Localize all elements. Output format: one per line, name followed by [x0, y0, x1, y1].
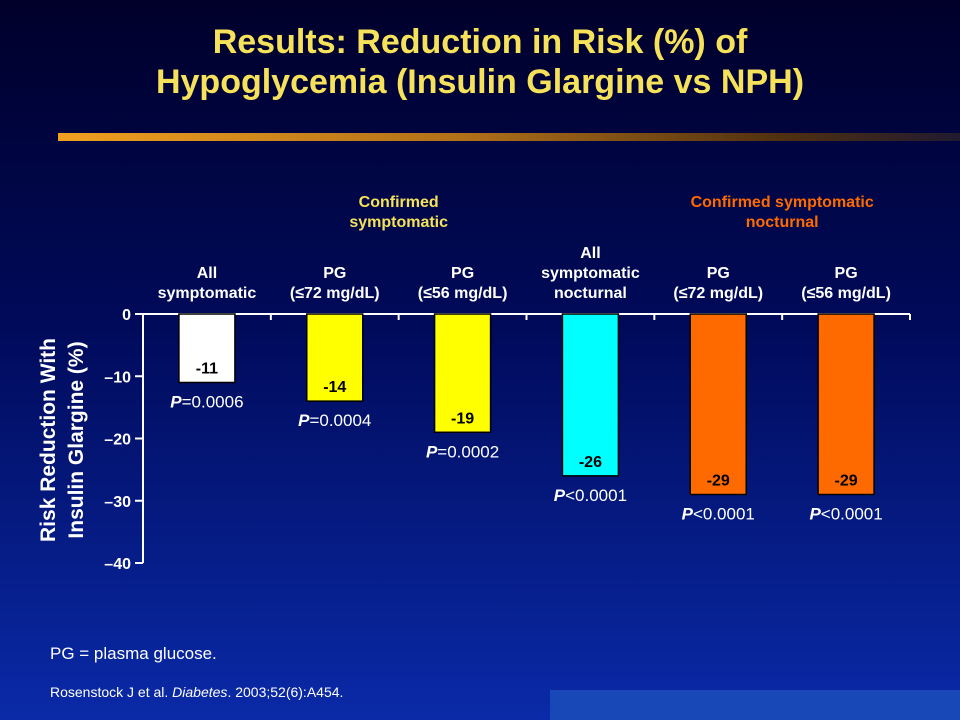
bar-value-label: -29 — [707, 473, 730, 490]
category-label: (≤56 mg/dL) — [801, 285, 891, 302]
group-label: Confirmed — [359, 194, 439, 211]
p-letter: P — [170, 392, 182, 411]
bar-value-label: -26 — [579, 454, 602, 471]
y-axis-label: Risk Reduction With — [37, 338, 60, 542]
category-label: (≤72 mg/dL) — [290, 285, 380, 302]
citation-journal: Diabetes — [172, 684, 228, 700]
footnote: PG = plasma glucose. — [50, 644, 217, 663]
p-value: <0.0001 — [565, 486, 627, 505]
bar — [178, 313, 236, 384]
group-label: symptomatic — [349, 214, 448, 231]
bar-value-label: -19 — [451, 410, 474, 427]
category-label: symptomatic — [541, 265, 640, 282]
category-label: nocturnal — [554, 285, 627, 302]
p-value: <0.0001 — [821, 505, 883, 524]
y-tick-label: –10 — [104, 369, 131, 386]
citation-details: . 2003;52(6):A454. — [227, 684, 344, 700]
y-tick-label: –30 — [104, 494, 131, 511]
y-tick-label: –40 — [104, 556, 131, 573]
corner-panel — [550, 690, 960, 720]
p-value-label: P<0.0001 — [809, 505, 882, 524]
bar-value-label: -29 — [835, 473, 858, 490]
group-label: nocturnal — [746, 214, 819, 231]
p-value-label: P=0.0006 — [170, 392, 243, 411]
category-label: (≤56 mg/dL) — [418, 285, 508, 302]
title-underline-bar — [58, 133, 960, 141]
group-label: Confirmed symptomatic — [691, 194, 874, 211]
p-value-label: P=0.0004 — [298, 411, 371, 430]
p-letter: P — [298, 411, 310, 430]
title-line-1: Results: Reduction in Risk (%) of — [212, 23, 748, 61]
category-label: PG — [323, 265, 346, 282]
category-label: All — [197, 265, 217, 282]
p-letter: P — [682, 505, 694, 524]
category-label: PG — [451, 265, 474, 282]
p-value-label: P=0.0002 — [426, 442, 499, 461]
p-value-label: P<0.0001 — [554, 486, 627, 505]
category-label: (≤72 mg/dL) — [673, 285, 763, 302]
bar — [306, 313, 364, 402]
y-tick-label: –20 — [104, 432, 131, 449]
p-value: <0.0001 — [693, 505, 755, 524]
p-letter: P — [809, 505, 821, 524]
p-value: =0.0004 — [309, 411, 371, 430]
bar — [561, 313, 620, 477]
category-label: PG — [835, 265, 858, 282]
bar — [817, 313, 875, 496]
p-letter: P — [426, 442, 438, 461]
p-value: =0.0002 — [437, 442, 499, 461]
y-tick-label: 0 — [122, 307, 131, 324]
p-value: =0.0006 — [182, 392, 244, 411]
p-value-label: P<0.0001 — [682, 505, 755, 524]
citation-authors: Rosenstock J et al. — [50, 684, 173, 700]
bar — [433, 313, 492, 434]
bar-value-label: -11 — [196, 360, 218, 377]
citation: Rosenstock J et al. Diabetes. 2003;52(6)… — [50, 684, 343, 700]
category-label: symptomatic — [158, 285, 257, 302]
category-label: PG — [707, 265, 730, 282]
bar — [689, 313, 747, 496]
bar-value-label: -14 — [323, 379, 346, 396]
y-axis-label: Insulin Glargine (%) — [65, 341, 88, 538]
p-letter: P — [554, 486, 566, 505]
category-label: All — [580, 245, 600, 262]
title-line-2: Hypoglycemia (Insulin Glargine vs NPH) — [155, 63, 805, 101]
slide-title: Results: Reduction in Risk (%) of Hypogl… — [0, 22, 960, 102]
